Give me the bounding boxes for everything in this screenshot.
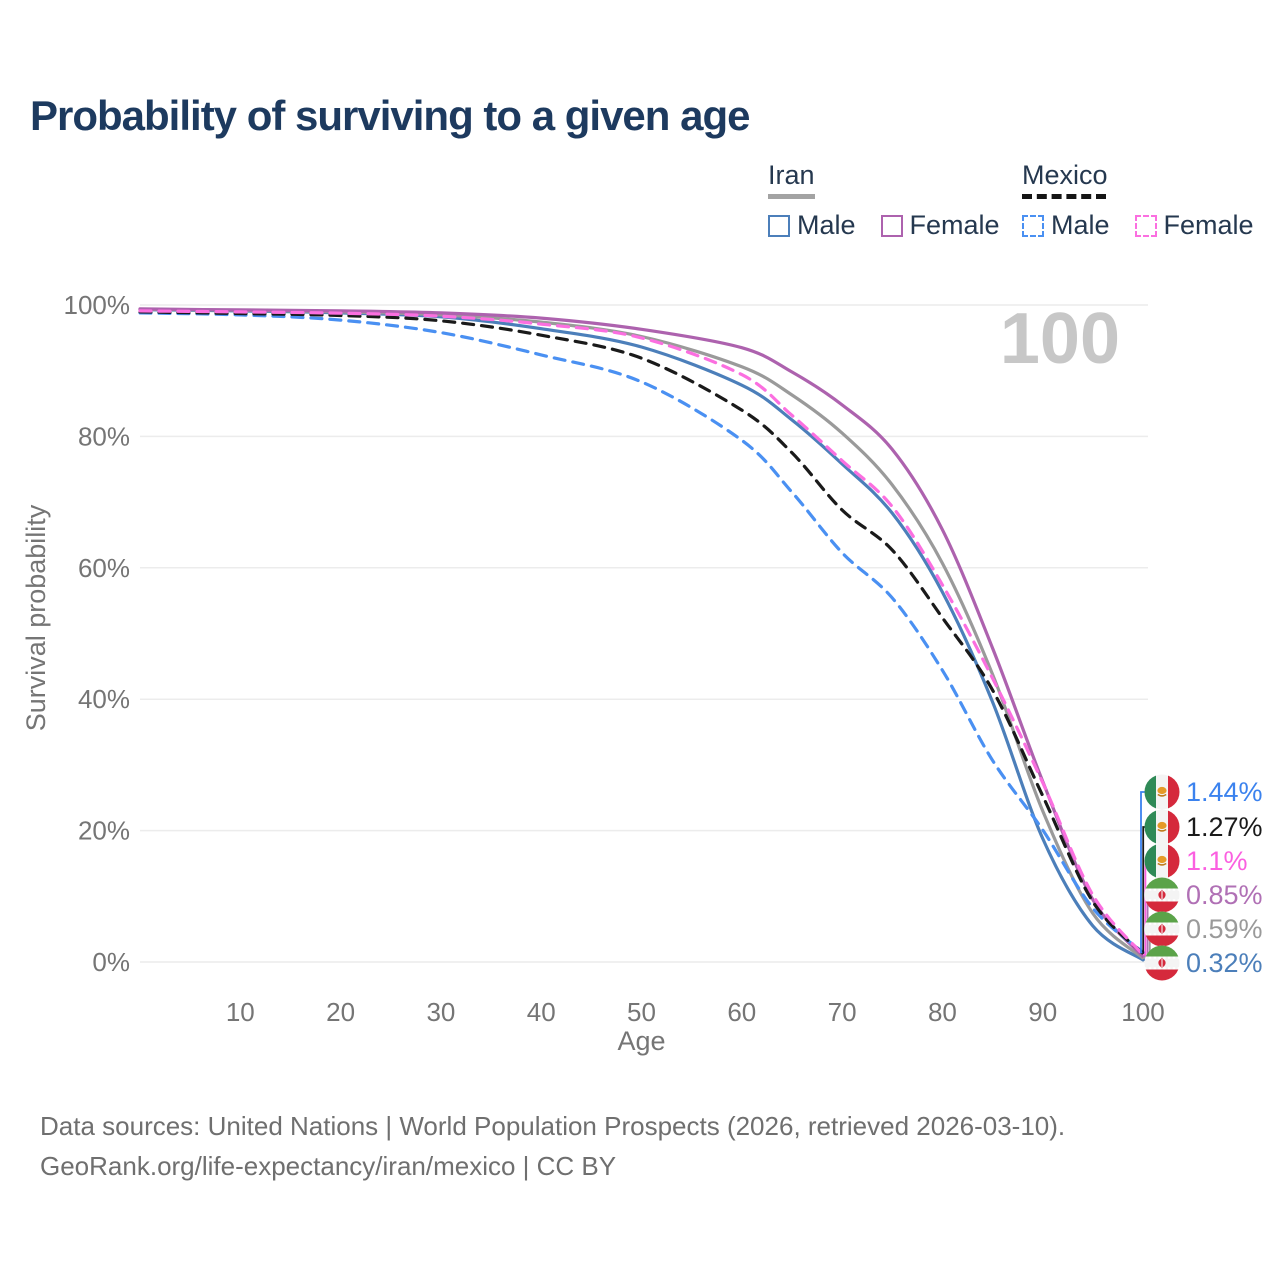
legend-mexico-female-label: Female	[1163, 210, 1254, 240]
y-tick-label: 40%	[78, 684, 130, 714]
iran-male-swatch-icon	[768, 214, 790, 237]
end-label-mexico_male: 1.44%	[1144, 774, 1263, 810]
page-title: Probability of surviving to a given age	[30, 92, 750, 139]
series-line-mexico_male	[138, 311, 1145, 955]
iran-total-line-swatch	[768, 194, 815, 199]
series-line-iran_male	[138, 308, 1145, 962]
iran-flag-icon	[1144, 877, 1180, 913]
mexico-flag-icon	[1144, 809, 1180, 845]
end-label-iran_female: 0.85%	[1144, 877, 1263, 913]
x-tick-label: 90	[1028, 997, 1057, 1027]
x-tick-label: 60	[727, 997, 756, 1027]
x-tick-label: 40	[527, 997, 556, 1027]
y-tick-label: 20%	[78, 816, 130, 846]
x-axis-title: Age	[617, 1026, 665, 1056]
data-source-text: Data sources: United Nations | World Pop…	[40, 1111, 1066, 1141]
legend-item-iran-male[interactable]: Male	[768, 210, 856, 241]
end-label-mexico_female: 1.1%	[1144, 843, 1248, 879]
legend-iran-female-label: Female	[909, 210, 1000, 240]
end-label-iran_total: 0.59%	[1144, 911, 1263, 947]
end-value: 1.27%	[1186, 811, 1263, 842]
y-tick-label: 80%	[78, 421, 130, 451]
legend-item-mexico-female[interactable]: Female	[1134, 210, 1254, 241]
y-axis-title: Survival probability	[21, 504, 51, 731]
mexico-flag-icon	[1144, 843, 1180, 879]
x-tick-label: 70	[828, 997, 857, 1027]
end-label-mexico_total: 1.27%	[1144, 809, 1263, 845]
end-value: 1.1%	[1186, 845, 1248, 876]
end-value: 0.85%	[1186, 879, 1263, 910]
legend-group-mexico: Mexico Male Female	[1022, 160, 1254, 241]
mexico-flag-icon	[1144, 774, 1180, 810]
end-label-iran_male: 0.32%	[1144, 945, 1263, 981]
x-tick-label: 80	[928, 997, 957, 1027]
x-tick-label: 20	[326, 997, 355, 1027]
mexico-male-swatch-icon	[1022, 214, 1044, 237]
x-tick-label: 30	[426, 997, 455, 1027]
mexico-total-line-swatch	[1022, 194, 1106, 199]
series-line-iran_female	[138, 307, 1145, 958]
end-value: 0.32%	[1186, 947, 1263, 978]
x-tick-label: 10	[226, 997, 255, 1027]
chart-footer: Data sources: United Nations | World Pop…	[40, 1106, 1065, 1186]
legend-iran-label: Iran	[768, 160, 815, 190]
legend-iran-male-label: Male	[797, 210, 856, 240]
iran-flag-icon	[1144, 911, 1180, 947]
series-line-mexico_female	[138, 309, 1145, 957]
series-line-iran_total	[138, 307, 1145, 960]
iran-flag-icon	[1144, 945, 1180, 981]
legend-mexico-label: Mexico	[1022, 160, 1108, 190]
legend-item-mexico-male[interactable]: Male	[1022, 210, 1110, 241]
attribution-text: GeoRank.org/life-expectancy/iran/mexico …	[40, 1151, 617, 1181]
x-tick-label: 100	[1121, 997, 1164, 1027]
legend-group-iran: Iran Male Female	[768, 160, 1000, 241]
x-tick-label: 50	[627, 997, 656, 1027]
legend-item-iran-female[interactable]: Female	[880, 210, 1000, 241]
y-tick-label: 60%	[78, 553, 130, 583]
end-value: 1.44%	[1186, 776, 1263, 807]
legend-mexico-male-label: Male	[1051, 210, 1110, 240]
mexico-female-swatch-icon	[1134, 214, 1157, 237]
age-counter-watermark: 100	[1000, 299, 1120, 379]
y-tick-label: 0%	[92, 947, 130, 977]
legend-header-iran[interactable]: Iran	[768, 160, 1000, 199]
y-tick-label: 100%	[64, 290, 131, 320]
iran-female-swatch-icon	[880, 214, 903, 237]
series-line-mexico_total	[138, 310, 1145, 956]
legend-header-mexico[interactable]: Mexico	[1022, 160, 1254, 199]
end-value: 0.59%	[1186, 913, 1263, 944]
